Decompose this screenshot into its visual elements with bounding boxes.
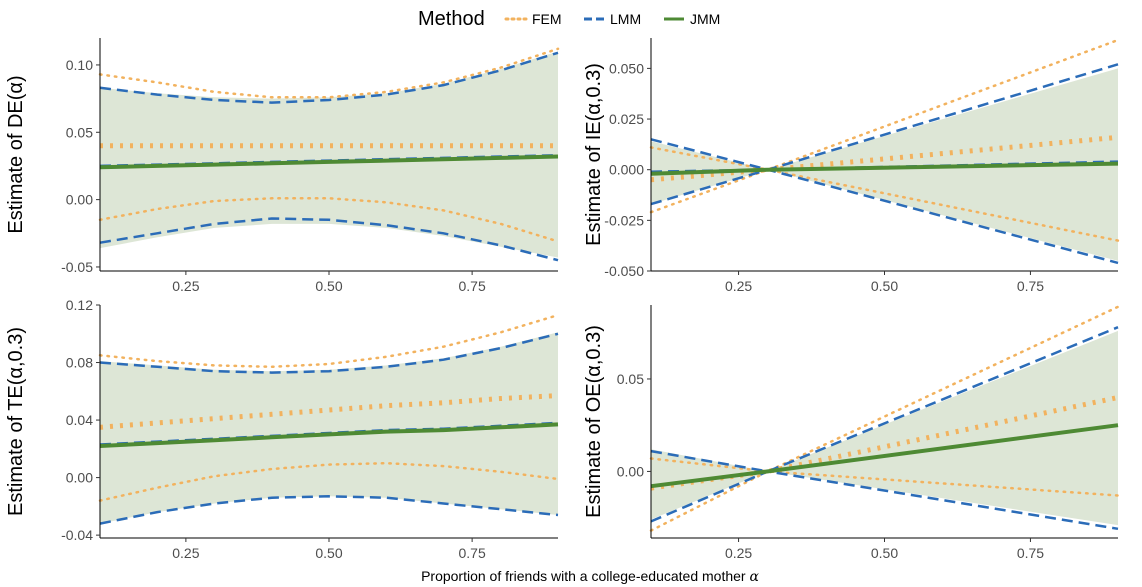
series-lmm-lower (99, 495, 559, 525)
y-tick-label: 0.050 (609, 60, 644, 76)
y-tick-label: 0.025 (609, 111, 644, 127)
x-tick-label: 0.50 (315, 278, 342, 294)
series-jmm-estimate (99, 154, 559, 170)
series-lmm-upper (99, 51, 559, 104)
series-fem-estimate (650, 134, 1119, 183)
y-tick-label: 0.08 (66, 355, 93, 371)
y-tick-label: 0.10 (66, 57, 93, 73)
x-tick-label: 0.75 (1017, 278, 1044, 294)
y-tick-label: 0.00 (66, 192, 93, 208)
series-jmm-estimate (650, 423, 1119, 489)
legend-label-jmm: JMM (690, 11, 720, 27)
series-fem-lower (98, 197, 560, 243)
x-tick-label: 0.25 (172, 278, 199, 294)
y-tick-label: 0.05 (66, 124, 93, 140)
panel-te: -0.04 0.00 0.04 0.08 0.12 0.25 0.50 0.75 Estimat… (5, 297, 560, 561)
y-tick-label: 0.04 (66, 412, 93, 428)
x-tick-label: 0.25 (725, 545, 752, 561)
x-tick-label: 0.50 (315, 545, 342, 561)
x-tick-label: 0.50 (871, 545, 898, 561)
x-axis-title: Proportion of friends with a college-edu… (421, 568, 759, 585)
x-tick-label: 0.75 (459, 278, 486, 294)
y-axis-title: Estimate of IE(α,0.3) (583, 63, 605, 246)
series-fem-upper (98, 47, 560, 99)
x-tick-label: 0.25 (725, 278, 752, 294)
y-tick-label: -0.04 (61, 527, 93, 543)
panel-de: -0.05 0.00 0.05 0.10 0.25 0.50 0.75 Estimate of… (5, 38, 560, 294)
x-tick-label: 0.75 (1017, 545, 1044, 561)
confidence-band (100, 332, 558, 524)
y-tick-label: 0.00 (617, 463, 644, 479)
y-tick-label: 0.05 (617, 371, 644, 387)
series-jmm-estimate (99, 422, 559, 448)
y-axis-title: Estimate of DE(α) (5, 75, 27, 233)
panel-oe: 0.00 0.05 0.25 0.50 0.75 Estimate of OE(α,0.3… (583, 305, 1120, 561)
legend-label-fem: FEM (532, 11, 562, 27)
y-tick-label: 0.000 (609, 162, 644, 178)
series-fem-estimate (99, 393, 559, 430)
y-axis-title: Estimate of TE(α,0.3) (5, 327, 27, 516)
panel-ie: -0.050 -0.025 0.000 0.025 0.050 0.25 0.50 0.75 E… (583, 38, 1120, 294)
series-fem-lower (649, 168, 1120, 242)
x-tick-label: 0.75 (459, 545, 486, 561)
y-tick-label: 0.12 (66, 297, 93, 313)
series-fem-lower (98, 461, 560, 502)
x-axis-title-text: Proportion of friends with a college-edu… (421, 568, 749, 584)
series-lmm-upper (99, 332, 559, 374)
series-fem-upper (98, 313, 560, 369)
legend-title: Method (418, 8, 485, 30)
confidence-band (100, 51, 558, 258)
y-tick-label: 0.00 (66, 470, 93, 486)
y-tick-label: -0.050 (604, 263, 644, 279)
y-tick-label: -0.05 (61, 259, 93, 275)
y-tick-label: -0.025 (604, 212, 644, 228)
series-lmm-upper (650, 326, 1119, 473)
confidence-band (651, 68, 1118, 261)
series-lmm-lower (99, 217, 559, 262)
y-axis-title: Estimate of OE(α,0.3) (583, 325, 605, 518)
legend-label-lmm: LMM (610, 11, 641, 27)
series-jmm-estimate (650, 161, 1119, 176)
series-fem-upper (649, 305, 1120, 473)
x-tick-label: 0.50 (871, 278, 898, 294)
legend: Method FEM LMM JMM (418, 8, 720, 30)
x-axis-title-symbol: α (749, 569, 759, 585)
confidence-band (651, 330, 1118, 526)
x-tick-label: 0.25 (172, 545, 199, 561)
